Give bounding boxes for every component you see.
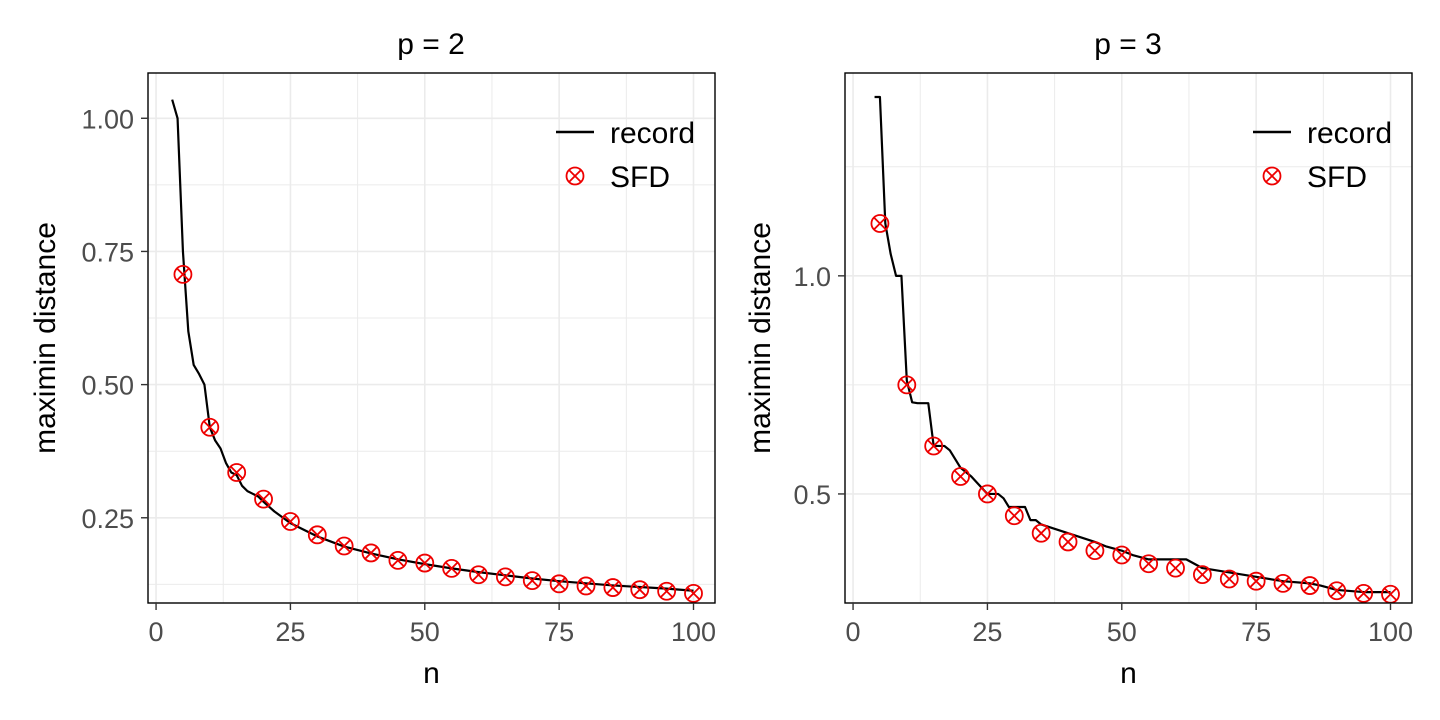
y-axis-title: maximin distance	[744, 222, 777, 454]
y-tick-label: 0.75	[81, 237, 134, 267]
plot-area	[870, 95, 1400, 603]
data-point-sfd	[415, 553, 435, 573]
data-point-sfd	[924, 436, 944, 456]
data-point-sfd	[442, 558, 462, 578]
data-point-sfd	[951, 467, 970, 486]
panel-1: 0 25 50 75 100 0.25 0.50 0.75 1.00 p = 2 n maximin …	[29, 28, 716, 690]
data-point-sfd	[173, 264, 193, 284]
legend-label-record: record	[610, 117, 695, 150]
grid	[148, 73, 715, 603]
data-point-sfd	[657, 581, 677, 601]
panel-title: p = 3	[1094, 28, 1162, 61]
data-point-sfd	[522, 571, 542, 591]
data-point-sfd	[200, 417, 220, 437]
data-point-sfd	[1058, 532, 1078, 552]
x-axis-title: n	[423, 657, 440, 690]
data-point-sfd	[576, 576, 596, 596]
data-point-sfd	[334, 536, 354, 556]
x-tick-label: 75	[544, 617, 574, 647]
panel-border	[147, 72, 716, 604]
data-point-sfd	[1139, 554, 1159, 574]
legend-key-point	[565, 166, 585, 186]
axes: 0 25 50 75 100 0.25 0.50 0.75 1.00	[81, 104, 716, 647]
data-point-sfd	[897, 375, 917, 395]
data-point-sfd	[469, 565, 488, 585]
data-point-sfd	[361, 543, 381, 563]
x-tick-label: 100	[1368, 617, 1413, 647]
data-point-sfd	[1273, 573, 1293, 593]
data-point-sfd	[603, 578, 623, 597]
data-point-sfd	[388, 550, 408, 570]
legend-label-sfd: SFD	[610, 161, 670, 194]
y-tick-label: 1.0	[793, 262, 831, 292]
legend-label-sfd: SFD	[1307, 161, 1367, 194]
x-tick-label: 0	[846, 617, 861, 647]
panel-border	[844, 72, 1413, 604]
data-point-sfd	[1219, 569, 1239, 589]
plot-area	[171, 99, 703, 603]
x-tick-label: 50	[410, 617, 440, 647]
data-point-sfd	[1300, 576, 1320, 595]
data-point-sfd	[1246, 571, 1266, 591]
panel-title: p = 2	[397, 28, 465, 61]
data-point-sfd	[1031, 523, 1051, 543]
y-axis-title: maximin distance	[29, 222, 62, 454]
y-tick-label: 1.00	[81, 104, 134, 134]
data-point-sfd	[281, 512, 300, 531]
legend: record SFD	[556, 117, 695, 194]
data-point-sfd	[254, 489, 273, 509]
x-tick-label: 0	[149, 617, 164, 647]
x-tick-label: 100	[671, 617, 716, 647]
data-point-sfd	[1327, 581, 1347, 601]
x-tick-label: 75	[1241, 617, 1271, 647]
data-point-sfd	[1354, 584, 1374, 603]
y-tick-label: 0.25	[81, 504, 134, 534]
legend-key-point	[1262, 166, 1282, 186]
data-point-sfd	[630, 580, 650, 600]
panel-2: 0 25 50 75 100 0.5 1.0 p = 3 n maximin distance re…	[744, 28, 1413, 690]
data-point-sfd	[1085, 541, 1105, 561]
x-axis-title: n	[1120, 657, 1137, 690]
y-tick-label: 0.5	[793, 480, 831, 510]
x-tick-label: 25	[275, 617, 305, 647]
axes: 0 25 50 75 100 0.5 1.0	[793, 262, 1413, 647]
legend: record SFD	[1253, 117, 1392, 194]
data-point-sfd	[1112, 545, 1132, 565]
y-tick-label: 0.50	[81, 371, 134, 401]
legend-label-record: record	[1307, 117, 1392, 150]
data-point-sfd	[227, 463, 247, 482]
data-point-sfd	[495, 567, 515, 587]
data-point-sfd	[307, 525, 327, 545]
data-point-sfd	[549, 574, 569, 594]
data-point-sfd	[684, 584, 703, 603]
data-point-sfd	[870, 214, 890, 233]
x-tick-label: 25	[972, 617, 1002, 647]
data-point-sfd	[1192, 565, 1212, 585]
grid	[845, 73, 1412, 604]
x-tick-label: 50	[1107, 617, 1137, 647]
data-point-sfd	[1004, 506, 1024, 526]
data-point-sfd	[978, 484, 997, 504]
data-point-sfd	[1166, 558, 1185, 578]
